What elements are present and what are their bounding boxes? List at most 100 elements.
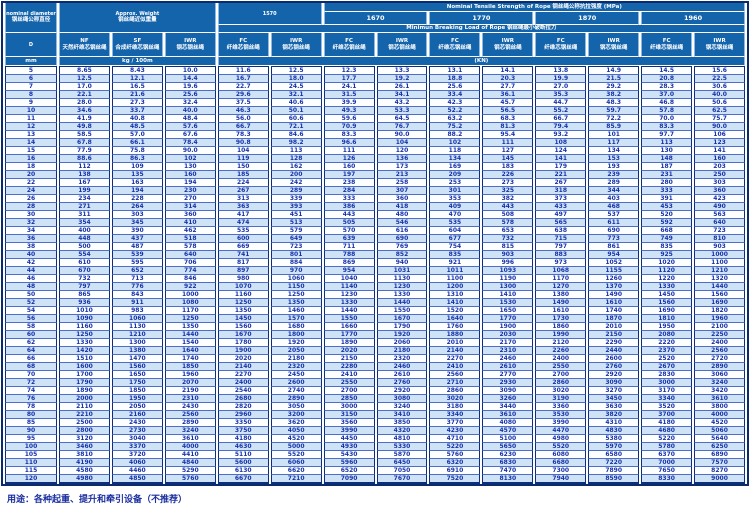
value-cell: 95.4 [482, 130, 534, 138]
value-cell: 16.7 [217, 74, 269, 82]
value-cell: 2290 [588, 338, 640, 346]
value-cell: 30.6 [694, 82, 745, 90]
value-cell: 197 [323, 170, 375, 178]
value-cell: 6620 [270, 466, 322, 474]
value-cell: 1770 [482, 314, 534, 322]
value-cell: 1640 [164, 346, 216, 354]
value-cell: 1350 [270, 298, 322, 306]
value-cell: 200 [270, 170, 322, 178]
value-cell: 1155 [588, 266, 640, 274]
value-cell: 13.1 [429, 66, 481, 74]
value-cell: 98.2 [270, 138, 322, 146]
value-cell: 70.0 [641, 114, 693, 122]
value-cell: 24.5 [270, 82, 322, 90]
diameter-cell: 30 [5, 210, 57, 218]
value-cell: 1250 [59, 330, 110, 338]
value-cell: 7090 [323, 474, 375, 484]
value-cell: 28.3 [641, 82, 693, 90]
value-cell: 2400 [694, 338, 745, 346]
value-cell: 22.7 [217, 82, 269, 90]
value-cell: 1650 [111, 370, 163, 378]
value-cell: 2890 [270, 394, 322, 402]
value-cell: 2410 [323, 370, 375, 378]
value-cell: 1350 [217, 306, 269, 314]
value-cell: 2560 [164, 410, 216, 418]
value-cell: 2260 [535, 346, 587, 354]
value-cell: 6080 [535, 450, 587, 458]
value-cell: 16.5 [111, 82, 163, 90]
value-cell: 13.3 [376, 66, 428, 74]
table-row: 11 41.9 40.8 48.4 56.0 60.6 59.6 64.5 63.2 68.3 66… [5, 114, 745, 122]
value-cell: 1060 [270, 274, 322, 282]
value-cell: 1650 [482, 306, 534, 314]
col-iwr-1570: IWR 钢芯钢丝绳 [270, 33, 322, 57]
diameter-cell: 54 [5, 306, 57, 314]
value-cell: 270 [164, 194, 216, 202]
table-row: 7 17.0 16.5 19.6 22.7 24.5 24.1 26.1 25.6 27.7 27.… [5, 82, 745, 90]
value-cell: 40.0 [694, 90, 745, 98]
value-cell: 1010 [59, 306, 110, 314]
table-row: 44 670 652 774 897 970 954 1031 1011 1093 1068 1155… [5, 266, 745, 274]
value-cell: 1700 [59, 370, 110, 378]
value-cell: 27.7 [482, 82, 534, 90]
value-cell: 2560 [429, 370, 481, 378]
value-cell: 5110 [217, 450, 269, 458]
value-cell: 970 [270, 266, 322, 274]
value-cell: 1300 [482, 282, 534, 290]
diameter-cell: 18 [5, 162, 57, 170]
value-cell: 153 [588, 154, 640, 162]
diameter-cell: 95 [5, 434, 57, 442]
value-cell: 400 [59, 226, 110, 234]
value-cell: 4180 [641, 418, 693, 426]
value-cell: 17.0 [59, 82, 110, 90]
value-cell: 4000 [164, 442, 216, 450]
table-row: 20 138 135 160 185 200 197 213 209 226 221 239 231 25… [5, 170, 745, 178]
value-cell: 8.65 [59, 66, 110, 74]
value-cell: 35.3 [535, 90, 587, 98]
value-cell: 769 [376, 242, 428, 250]
value-cell: 37.5 [217, 98, 269, 106]
diameter-cell: 70 [5, 370, 57, 378]
value-cell: 43.2 [376, 98, 428, 106]
value-cell: 713 [111, 274, 163, 282]
value-cell: 579 [270, 226, 322, 234]
value-cell: 1300 [111, 338, 163, 346]
value-cell: 3810 [59, 450, 110, 458]
table-body: 5 8.65 8.43 10.0 11.6 12.5 12.3 13.3 13.1 14.1 13.… [5, 66, 745, 484]
value-cell: 980 [217, 274, 269, 282]
value-cell: 817 [217, 258, 269, 266]
value-cell: 1031 [376, 266, 428, 274]
value-cell: 41.9 [59, 114, 110, 122]
breaking-load-zh: 钢丝绳最小破断拉力 [506, 25, 557, 31]
value-cell: 203 [694, 162, 745, 170]
col-fc-1570: FC 纤维芯钢丝绳 [217, 33, 269, 57]
unit-kg-100m: kg / 100m [59, 57, 216, 66]
value-cell: 3360 [535, 402, 587, 410]
value-cell: 2010 [429, 338, 481, 346]
value-cell: 382 [482, 194, 534, 202]
value-cell: 96.6 [323, 138, 375, 146]
value-cell: 119 [217, 154, 269, 162]
value-cell: 1440 [323, 306, 375, 314]
value-cell: 1520 [429, 306, 481, 314]
value-cell: 2410 [429, 362, 481, 370]
table-row: 30 311 303 360 417 451 443 480 470 508 497 537 520 56… [5, 210, 745, 218]
value-cell: 578 [482, 218, 534, 226]
value-cell: 280 [641, 178, 693, 186]
value-cell: 2180 [376, 346, 428, 354]
value-cell: 3340 [641, 394, 693, 402]
table-row: 48 797 776 922 1070 1150 1140 1230 1200 1300 1270 1… [5, 282, 745, 290]
value-cell: 56.0 [217, 114, 269, 122]
value-cell: 2560 [694, 346, 745, 354]
value-cell: 640 [694, 218, 745, 226]
value-cell: 67.6 [164, 130, 216, 138]
value-cell: 48.5 [111, 122, 163, 130]
value-cell: 2150 [588, 330, 640, 338]
value-cell: 19.9 [535, 74, 587, 82]
value-cell: 2400 [217, 378, 269, 386]
value-cell: 5960 [323, 458, 375, 466]
value-cell: 423 [694, 194, 745, 202]
table-row: 74 1890 1850 2190 2540 2740 2700 2920 2860 3090 30… [5, 386, 745, 394]
value-cell: 363 [217, 202, 269, 210]
diameter-cell: 26 [5, 194, 57, 202]
